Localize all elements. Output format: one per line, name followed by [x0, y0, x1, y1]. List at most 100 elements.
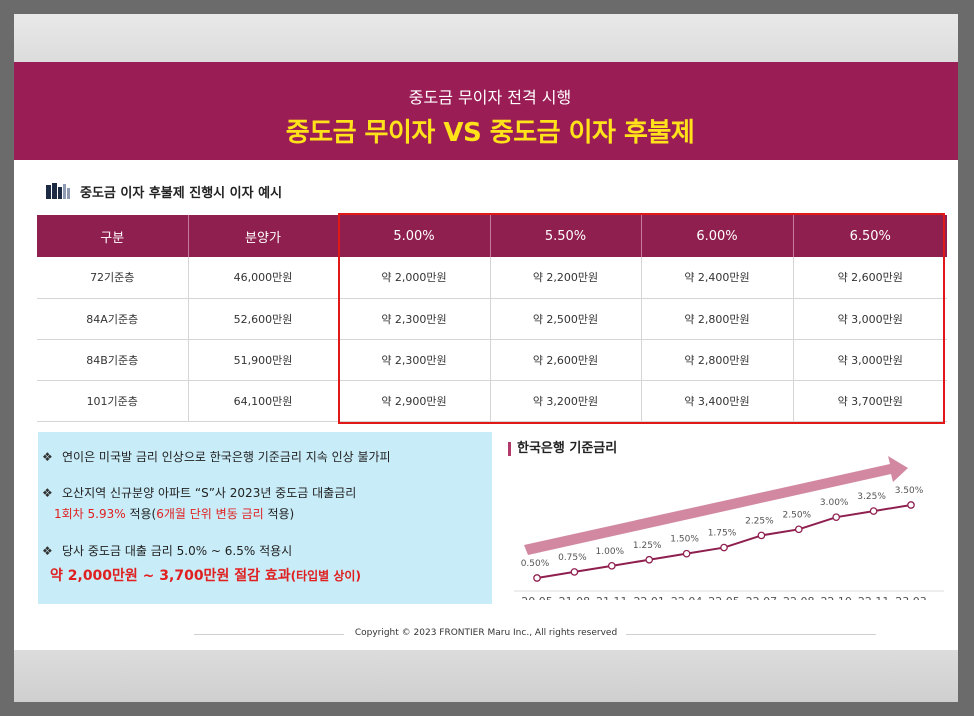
info-text: 당사 중도금 대출 금리 5.0% ~ 6.5% 적용시: [62, 544, 293, 558]
table-row: 101기준층 64,100만원 약 2,900만원 약 3,200만원 약 3,…: [37, 380, 947, 422]
variable-rate-text: 6개월 단위 변동 금리: [156, 507, 264, 521]
top-band: [14, 14, 958, 62]
table-cell: 약 2,300만원: [338, 298, 491, 340]
data-label: 3.25%: [857, 492, 886, 502]
data-label: 1.75%: [708, 529, 737, 539]
data-label: 1.50%: [670, 535, 699, 545]
data-point: [757, 531, 766, 540]
data-point: [869, 507, 878, 515]
table-cell: 약 2,200만원: [490, 257, 642, 299]
data-point: [645, 555, 654, 564]
x-tick-label: 22.04: [671, 595, 703, 600]
data-point: [533, 574, 541, 582]
table-row: 72기준층 46,000만원 약 2,000만원 약 2,200만원 약 2,4…: [37, 257, 947, 299]
table-cell: 84A기준층: [37, 298, 189, 340]
table-cell: 51,900만원: [188, 339, 339, 381]
header-rate-550: 5.50%: [490, 215, 642, 257]
interest-table: 구분 분양가 5.00% 5.50% 6.00% 6.50% 72기준층 46,…: [37, 215, 947, 422]
slide-frame: 중도금 무이자 전격 시행 중도금 무이자 VS 중도금 이자 후불제 중도금 …: [14, 14, 958, 702]
table-cell: 약 2,900만원: [338, 380, 491, 422]
diamond-bullet-icon: ❖: [42, 544, 53, 558]
base-rate-chart: 0.50% 20.05 0.75% 21.08 1.00% 21.11 1.25% 22.01…: [514, 456, 944, 600]
table-cell: 46,000만원: [188, 257, 339, 299]
table-cell: 약 2,600만원: [793, 257, 947, 299]
data-point: [832, 513, 841, 522]
header-rate-600: 6.00%: [641, 215, 794, 257]
data-label: 1.25%: [633, 541, 662, 551]
savings-note: (타입별 상이): [290, 569, 361, 583]
info-text: 적용): [263, 507, 295, 521]
x-tick-label: 23.03: [895, 595, 927, 600]
table-cell: 84B기준층: [37, 339, 189, 381]
copyright: Copyright © 2023 FRONTIER Maru Inc., All…: [354, 628, 618, 638]
x-tick-label: 21.11: [596, 595, 628, 600]
diamond-bullet-icon: ❖: [42, 450, 53, 464]
table-cell: 약 2,800만원: [641, 339, 794, 381]
table-cell: 약 2,000만원: [338, 257, 491, 299]
x-tick-label: 22.07: [746, 595, 778, 600]
data-label: 0.75%: [558, 553, 587, 563]
table-cell: 약 3,400만원: [641, 380, 794, 422]
info-text: 연이은 미국발 금리 인상으로 한국은행 기준금리 지속 인상 불가피: [62, 450, 391, 464]
header-category: 구분: [37, 215, 189, 257]
table-cell: 약 2,300만원: [338, 339, 491, 381]
trend-arrow: [524, 456, 908, 555]
section-title: 중도금 이자 후불제 진행시 이자 예시: [80, 185, 283, 201]
x-tick-label: 22.11: [858, 595, 890, 600]
header-price: 분양가: [188, 215, 339, 257]
info-item-3-detail: 약 2,000만원 ~ 3,700만원 절감 효과(타입별 상이): [50, 565, 361, 585]
table-cell: 101기준층: [37, 380, 189, 422]
x-tick-label: 22.10: [820, 595, 852, 600]
info-item-1: ❖ 연이은 미국발 금리 인상으로 한국은행 기준금리 지속 인상 불가피: [38, 448, 391, 465]
data-label: 3.00%: [820, 498, 849, 508]
table-row: 84A기준층 52,600만원 약 2,300만원 약 2,500만원 약 2,…: [37, 298, 947, 340]
divider: [626, 634, 876, 635]
info-item-2-detail: 1회차 5.93% 적용(6개월 단위 변동 금리 적용): [54, 505, 294, 522]
title-banner: 중도금 무이자 전격 시행 중도금 무이자 VS 중도금 이자 후불제: [14, 62, 958, 160]
series-line: [536, 504, 912, 579]
diamond-bullet-icon: ❖: [42, 486, 53, 500]
table-cell: 약 3,000만원: [793, 339, 947, 381]
bottom-band: [14, 650, 958, 702]
table-cell: 약 3,200만원: [490, 380, 642, 422]
table-cell: 약 2,600만원: [490, 339, 642, 381]
table-cell: 52,600만원: [188, 298, 339, 340]
data-label: 2.25%: [745, 516, 774, 526]
banner-title: 중도금 무이자 VS 중도금 이자 후불제: [285, 118, 695, 148]
data-point: [607, 561, 616, 570]
data-label: 3.50%: [895, 486, 924, 496]
data-point: [570, 568, 579, 576]
x-tick-label: 20.05: [521, 595, 553, 600]
section-heading: 중도금 이자 후불제 진행시 이자 예시: [46, 182, 283, 201]
header-rate-500: 5.00%: [338, 215, 491, 257]
savings-text: 약 2,000만원 ~ 3,700만원 절감 효과: [50, 568, 291, 584]
table-cell: 약 2,500만원: [490, 298, 642, 340]
table-cell: 약 2,800만원: [641, 298, 794, 340]
divider: [194, 634, 344, 635]
x-tick-label: 22.08: [783, 595, 815, 600]
table-cell: 약 3,700만원: [793, 380, 947, 422]
data-label: 0.50%: [521, 559, 550, 569]
x-tick-label: 21.08: [559, 595, 591, 600]
info-item-3: ❖ 당사 중도금 대출 금리 5.0% ~ 6.5% 적용시: [38, 542, 292, 559]
loan-rate-text: 1회차 5.93%: [54, 507, 126, 521]
data-point: [682, 549, 691, 558]
data-label: 2.50%: [783, 510, 812, 520]
info-text: 적용(: [125, 507, 157, 521]
table-row: 84B기준층 51,900만원 약 2,300만원 약 2,600만원 약 2,…: [37, 339, 947, 381]
x-tick-label: 22.05: [708, 595, 740, 600]
info-item-2: ❖ 오산지역 신규분양 아파트 “S”사 2023년 중도금 대출금리: [38, 484, 356, 501]
info-panel: ❖ 연이은 미국발 금리 인상으로 한국은행 기준금리 지속 인상 불가피 ❖ 오산…: [38, 432, 492, 604]
table-cell: 약 3,000만원: [793, 298, 947, 340]
info-text: 오산지역 신규분양 아파트 “S”사 2023년 중도금 대출금리: [62, 486, 357, 500]
data-point: [907, 501, 915, 509]
table-cell: 약 2,400만원: [641, 257, 794, 299]
table-header-row: 구분 분양가 5.00% 5.50% 6.00% 6.50%: [37, 215, 947, 257]
building-icon: [46, 183, 70, 199]
header-rate-650: 6.50%: [793, 215, 947, 257]
banner-subtitle: 중도금 무이자 전격 시행: [408, 88, 572, 107]
data-point: [794, 525, 803, 534]
data-label: 1.00%: [596, 547, 625, 557]
chart-title: 한국은행 기준금리: [508, 442, 617, 456]
data-point: [720, 543, 728, 552]
